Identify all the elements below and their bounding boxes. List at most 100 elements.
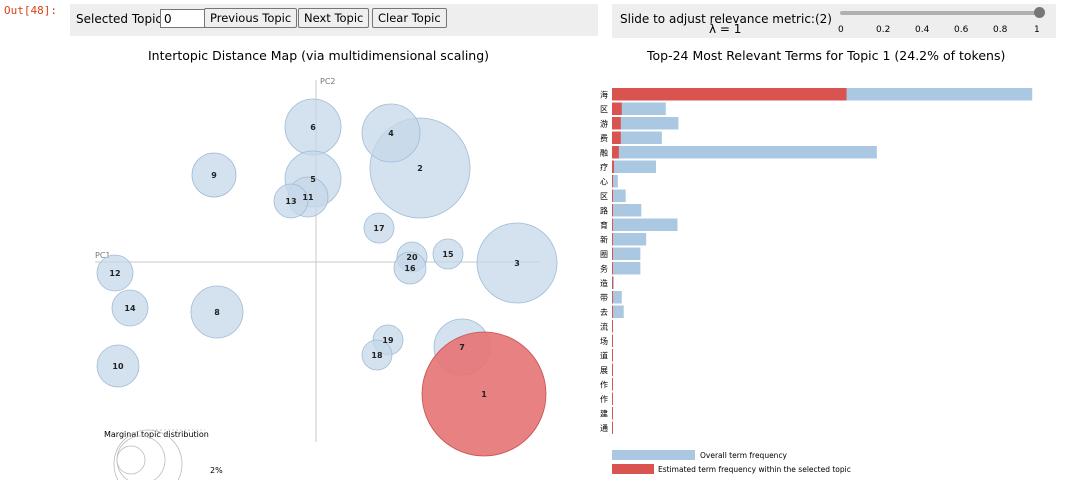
estimated-bar[interactable] <box>612 175 613 188</box>
estimated-bar[interactable] <box>612 247 613 261</box>
overall-bar[interactable] <box>612 117 679 130</box>
topic-label-9: 9 <box>211 171 217 180</box>
term-label[interactable]: 跨界基建 <box>600 409 608 419</box>
topic-bubble-10[interactable] <box>96 344 140 388</box>
term-label[interactable]: 内销市场 <box>600 336 608 346</box>
topic-bubble-1[interactable] <box>421 331 547 457</box>
estimated-bar[interactable] <box>612 146 619 159</box>
term-label[interactable]: 人才发展 <box>600 365 608 375</box>
marginal-distribution-title: Marginal topic distribution <box>104 430 209 439</box>
term-label[interactable]: 走出去 <box>600 307 608 317</box>
overall-bar[interactable] <box>612 102 666 116</box>
term-label[interactable]: 前海 <box>600 90 608 100</box>
overall-bar[interactable] <box>612 305 624 319</box>
term-label[interactable]: 一卡两地通 <box>600 423 608 433</box>
term-label[interactable]: 专业服务 <box>600 264 608 274</box>
estimated-bar[interactable] <box>612 88 847 101</box>
estimated-bar[interactable] <box>612 378 613 391</box>
overall-bar[interactable] <box>612 204 642 217</box>
overall-bar[interactable] <box>612 233 647 246</box>
estimated-bar[interactable] <box>612 117 621 130</box>
topic-bubble-3[interactable] <box>476 222 558 304</box>
overall-bar[interactable] <box>612 276 614 290</box>
estimated-bar[interactable] <box>612 291 613 304</box>
estimated-bar[interactable] <box>612 349 613 362</box>
term-label[interactable]: 教育 <box>600 220 608 230</box>
estimated-bar[interactable] <box>612 262 613 275</box>
term-label[interactable]: 一带一路 <box>600 206 608 216</box>
term-label[interactable]: 口岸经济带 <box>600 293 608 303</box>
overall-bar[interactable] <box>612 262 641 275</box>
estimated-bar[interactable] <box>612 320 613 333</box>
topic-label-13: 13 <box>285 197 296 206</box>
estimated-bar[interactable] <box>612 233 613 246</box>
term-label[interactable]: 金融 <box>600 148 608 158</box>
term-label[interactable]: 医疗 <box>600 162 608 172</box>
term-label[interactable]: 国际科技创新中心 <box>600 177 608 187</box>
topic-label-2: 2 <box>417 164 423 173</box>
estimated-bar[interactable] <box>612 131 621 145</box>
legend-estimated-swatch <box>612 464 654 474</box>
estimated-bar[interactable] <box>612 204 613 217</box>
topic-label-10: 10 <box>112 362 124 371</box>
topic-bubble-12[interactable] <box>96 254 134 292</box>
topic-bubble-8[interactable] <box>190 285 244 339</box>
term-label[interactable]: 港深机场轨道 <box>600 351 608 361</box>
overall-bar[interactable] <box>612 291 622 304</box>
next-topic-button[interactable]: Next Topic <box>298 8 370 28</box>
legend-estimated-label: Estimated term frequency within the sele… <box>658 465 851 474</box>
term-label[interactable]: 跨境物流 <box>600 322 608 332</box>
topic-bubble-14[interactable] <box>111 289 149 327</box>
term-label[interactable]: 科技创新 <box>600 235 608 245</box>
estimated-bar[interactable] <box>612 305 613 319</box>
marginal-size-circle <box>116 445 146 475</box>
term-label[interactable]: 深港创新圈 <box>600 249 608 259</box>
topic-label-6: 6 <box>310 123 316 132</box>
estimated-bar[interactable] <box>612 392 613 406</box>
overall-bar[interactable] <box>612 189 626 203</box>
estimated-bar[interactable] <box>612 218 613 232</box>
overall-bar[interactable] <box>612 131 662 145</box>
overall-bar[interactable] <box>612 247 641 261</box>
estimated-bar[interactable] <box>612 102 622 116</box>
topic-label-1: 1 <box>481 390 487 399</box>
slider-tick: 0.4 <box>915 25 930 35</box>
relevance-slider-panel: Slide to adjust relevance metric:(2) λ =… <box>612 4 1056 38</box>
term-label[interactable]: 高端制造 <box>600 278 608 288</box>
estimated-bar[interactable] <box>612 421 613 435</box>
estimated-bar[interactable] <box>612 407 613 420</box>
estimated-bar[interactable] <box>612 363 613 377</box>
topic-label-16: 16 <box>404 264 416 273</box>
estimated-bar[interactable] <box>612 334 613 348</box>
slider-track[interactable] <box>840 11 1038 15</box>
clear-topic-button[interactable]: Clear Topic <box>372 8 447 28</box>
topic-label-5: 5 <box>310 175 316 184</box>
topic-bubble-13[interactable] <box>273 183 309 219</box>
term-label[interactable]: 落马洲河套地区 <box>600 191 608 201</box>
topic-bubble-15[interactable] <box>432 238 464 270</box>
term-label[interactable]: 粤港澳大湾区 <box>600 104 608 114</box>
estimated-bar[interactable] <box>612 189 613 203</box>
overall-bar[interactable] <box>612 175 618 188</box>
term-label[interactable]: 文化合作 <box>600 380 608 390</box>
topic-bubble-4[interactable] <box>361 103 421 163</box>
topic-bubble-16[interactable] <box>393 251 427 285</box>
previous-topic-button[interactable]: Previous Topic <box>204 8 298 28</box>
term-label[interactable]: 消费 <box>600 133 608 143</box>
topic-bubble-9[interactable] <box>191 152 237 198</box>
topic-label-20: 20 <box>406 253 418 262</box>
estimated-bar[interactable] <box>612 276 613 290</box>
slider-handle[interactable] <box>1034 7 1045 18</box>
term-label[interactable]: 旅游 <box>600 119 608 129</box>
topic-bubble-18[interactable] <box>361 339 393 371</box>
slider-label: Slide to adjust relevance metric:(2) <box>620 12 832 26</box>
topic-bubble-17[interactable] <box>363 212 395 244</box>
selected-topic-input[interactable] <box>160 9 206 28</box>
term-label[interactable]: 医疗合作 <box>600 394 608 404</box>
marginal-value: 2% <box>210 466 223 475</box>
estimated-bar[interactable] <box>612 160 614 174</box>
overall-bar[interactable] <box>612 218 678 232</box>
overall-bar[interactable] <box>612 146 877 159</box>
overall-bar[interactable] <box>612 160 656 174</box>
